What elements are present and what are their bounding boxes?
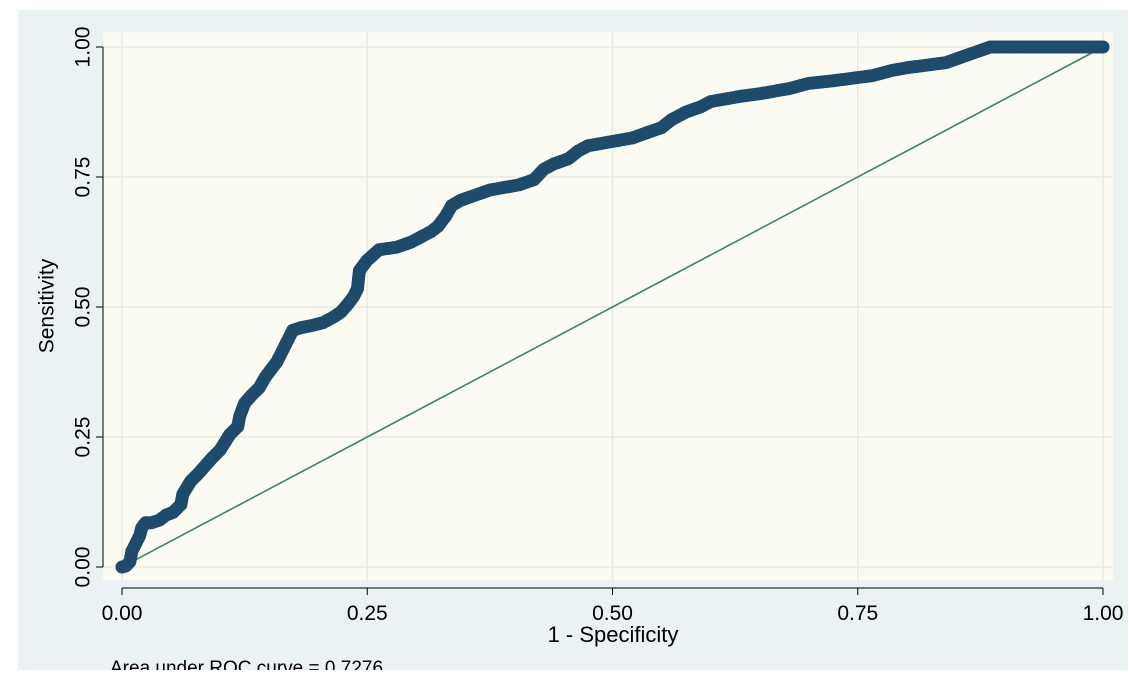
x-tick-label-4: 1.00 bbox=[1083, 602, 1124, 625]
x-tick-label-2: 0.50 bbox=[592, 602, 633, 625]
x-tick-label-3: 0.75 bbox=[837, 602, 878, 625]
y-tick-label-3: 0.75 bbox=[72, 157, 95, 198]
x-tick-label-1: 0.25 bbox=[347, 602, 388, 625]
y-axis-title: Sensitivity bbox=[36, 258, 59, 353]
x-axis-title: 1 - Specificity bbox=[548, 622, 679, 647]
plot-area bbox=[103, 32, 1113, 580]
auc-note: Area under ROC curve = 0.7276 bbox=[110, 658, 383, 670]
reference-line bbox=[121, 46, 1104, 568]
y-tick-label-0: 0.00 bbox=[72, 547, 95, 588]
y-tick-label-4: 1.00 bbox=[72, 27, 95, 68]
y-tick-label-2: 0.50 bbox=[72, 287, 95, 328]
roc-markers bbox=[115, 40, 1110, 574]
y-tick-label-1: 0.25 bbox=[72, 417, 95, 458]
x-tick-label-0: 0.00 bbox=[102, 602, 143, 625]
roc-point-441 bbox=[1096, 40, 1110, 54]
